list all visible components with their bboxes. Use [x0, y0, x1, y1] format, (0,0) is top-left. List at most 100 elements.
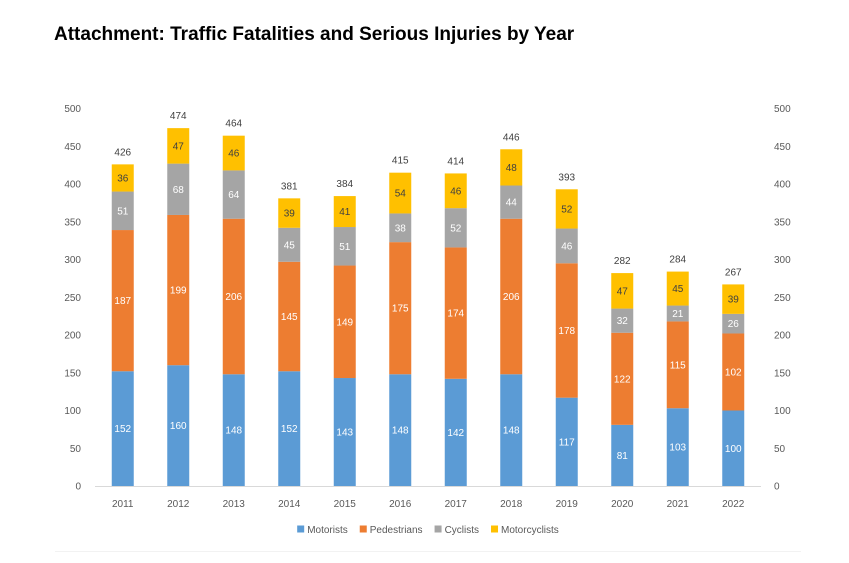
data-label-motorists: 100 [725, 444, 742, 455]
y-tick-label-left: 250 [64, 293, 81, 304]
bar-segment-motorcyclists [555, 189, 578, 229]
data-label-motorists: 103 [669, 443, 686, 454]
y-tick-label-left: 350 [64, 217, 81, 228]
bar-segment-pedestrians [500, 218, 523, 375]
bar-segment-cyclists [611, 308, 634, 333]
chart-area: 0 0 50 50 100 100 150 150 200 200 250 250 300 300 350 3… [55, 85, 801, 552]
data-label-motorcyclists: 48 [506, 163, 518, 174]
data-label-pedestrians: 178 [558, 326, 575, 337]
data-label-pedestrians: 206 [503, 292, 520, 303]
data-label-motorists: 152 [281, 424, 298, 435]
x-tick-label: 2018 [500, 499, 523, 510]
bar-segment-cyclists [555, 228, 578, 264]
bar-segment-pedestrians [666, 321, 689, 409]
data-label-pedestrians: 145 [281, 312, 298, 323]
y-tick-label-left: 500 [64, 104, 81, 115]
bar-segment-motorcyclists [444, 173, 467, 209]
total-label: 282 [614, 256, 631, 267]
legend-swatch-cyclists [434, 525, 442, 533]
bar-segment-pedestrians [555, 263, 578, 398]
bar-segment-motorists [222, 374, 245, 486]
bar-segment-cyclists [722, 313, 745, 334]
data-label-cyclists: 44 [506, 198, 518, 209]
bar-segment-pedestrians [611, 332, 634, 425]
y-tick-label-right: 350 [774, 217, 791, 228]
data-label-pedestrians: 187 [114, 296, 131, 307]
data-label-motorcyclists: 47 [617, 286, 629, 297]
x-tick-label: 2016 [389, 499, 412, 510]
bar-segment-motorcyclists [222, 135, 245, 171]
x-tick-label: 2022 [722, 499, 745, 510]
legend-label: Cyclists [445, 525, 479, 536]
data-label-cyclists: 64 [228, 190, 240, 201]
data-label-cyclists: 26 [728, 319, 740, 330]
total-label: 267 [725, 267, 742, 278]
legend-swatch-motorists [297, 525, 305, 533]
y-tick-label-left: 0 [75, 482, 81, 493]
total-label: 474 [170, 111, 187, 122]
y-tick-label-left: 200 [64, 331, 81, 342]
bar-segment-cyclists [278, 227, 301, 262]
data-label-cyclists: 51 [117, 206, 129, 217]
bar-segment-motorists [333, 378, 356, 486]
data-label-pedestrians: 206 [225, 292, 242, 303]
data-label-motorists: 148 [392, 426, 409, 437]
x-tick-label: 2012 [167, 499, 190, 510]
total-label: 464 [225, 119, 242, 130]
bar-segment-motorcyclists [278, 198, 301, 228]
y-tick-label-right: 400 [774, 180, 791, 191]
data-label-motorcyclists: 46 [450, 186, 462, 197]
data-label-motorcyclists: 52 [561, 204, 573, 215]
bar-segment-pedestrians [111, 230, 134, 372]
x-tick-label: 2020 [611, 499, 634, 510]
y-tick-label-left: 100 [64, 406, 81, 417]
bar-segment-pedestrians [333, 265, 356, 379]
data-label-cyclists: 68 [173, 185, 185, 196]
data-label-cyclists: 51 [339, 242, 351, 253]
data-label-motorists: 142 [447, 428, 464, 439]
data-label-pedestrians: 175 [392, 304, 409, 315]
data-label-cyclists: 21 [672, 309, 684, 320]
bar-segment-pedestrians [278, 261, 301, 372]
data-label-motorists: 117 [559, 437, 575, 448]
bar-segment-motorists [167, 365, 190, 486]
bar-segment-motorists [111, 371, 134, 486]
x-tick-label: 2011 [112, 499, 134, 510]
data-label-cyclists: 52 [450, 223, 462, 234]
y-tick-label-right: 500 [774, 104, 791, 115]
y-tick-label-right: 450 [774, 142, 791, 153]
total-label: 384 [336, 179, 353, 190]
y-tick-label-left: 150 [64, 368, 81, 379]
data-label-motorists: 152 [114, 424, 131, 435]
bar-segment-motorists [500, 374, 523, 486]
y-tick-label-right: 250 [774, 293, 791, 304]
bar-segment-pedestrians [389, 242, 412, 375]
y-tick-label-right: 100 [774, 406, 791, 417]
bar-segment-motorists [278, 371, 301, 486]
bar-segment-motorcyclists [333, 196, 356, 228]
bar-segment-cyclists [389, 213, 412, 243]
total-label: 381 [281, 181, 298, 192]
data-label-motorists: 160 [170, 421, 187, 432]
total-label: 414 [447, 156, 464, 167]
legend-label: Motorists [307, 525, 348, 536]
y-tick-label-left: 50 [70, 444, 82, 455]
x-tick-label: 2017 [445, 499, 468, 510]
bar-segment-motorists [666, 408, 689, 486]
data-label-pedestrians: 102 [725, 367, 742, 378]
bar-segment-motorcyclists [611, 273, 634, 309]
data-label-motorcyclists: 36 [117, 173, 129, 184]
bar-segment-motorcyclists [167, 128, 190, 164]
data-label-motorcyclists: 39 [728, 295, 740, 306]
bar-segment-motorcyclists [666, 271, 689, 306]
data-label-pedestrians: 115 [670, 360, 686, 371]
bar-segment-motorcyclists [722, 284, 745, 314]
y-tick-label-right: 200 [774, 331, 791, 342]
data-label-motorcyclists: 39 [284, 209, 296, 220]
legend-swatch-pedestrians [359, 525, 367, 533]
data-label-pedestrians: 174 [447, 309, 464, 320]
data-label-motorists: 81 [617, 451, 629, 462]
y-tick-label-left: 300 [64, 255, 81, 266]
data-label-motorcyclists: 46 [228, 149, 240, 160]
data-label-motorcyclists: 54 [395, 189, 407, 200]
